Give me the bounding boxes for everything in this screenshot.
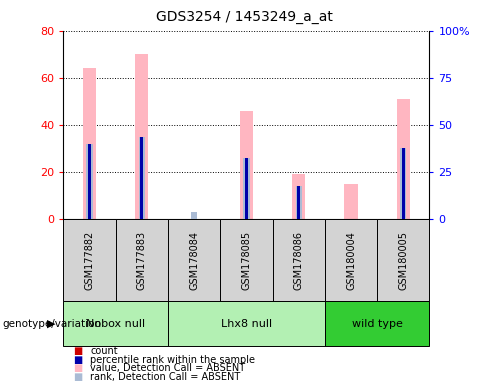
Text: genotype/variation: genotype/variation <box>2 318 102 329</box>
Bar <box>245 158 248 219</box>
Bar <box>168 301 325 346</box>
Text: count: count <box>90 346 118 356</box>
Bar <box>400 148 407 219</box>
Bar <box>240 111 253 219</box>
Bar <box>141 137 143 219</box>
Text: GDS3254 / 1453249_a_at: GDS3254 / 1453249_a_at <box>156 10 332 24</box>
Text: Lhx8 null: Lhx8 null <box>221 318 272 329</box>
Text: GSM177882: GSM177882 <box>84 230 95 290</box>
Bar <box>116 219 168 301</box>
Bar <box>377 219 429 301</box>
Text: ■: ■ <box>73 363 82 373</box>
Bar <box>402 148 405 219</box>
Text: GSM178086: GSM178086 <box>294 231 304 290</box>
Text: GSM180004: GSM180004 <box>346 231 356 290</box>
Text: ▶: ▶ <box>47 318 56 329</box>
Bar <box>83 68 96 219</box>
Bar <box>86 144 93 219</box>
Bar <box>397 99 410 219</box>
Bar <box>244 158 249 219</box>
Bar <box>345 184 358 219</box>
Text: GSM177883: GSM177883 <box>137 231 147 290</box>
Bar <box>88 144 91 219</box>
Bar <box>191 212 197 219</box>
Bar <box>220 219 273 301</box>
Bar <box>325 301 429 346</box>
Text: GSM178084: GSM178084 <box>189 231 199 290</box>
Bar <box>325 219 377 301</box>
Text: ■: ■ <box>73 346 82 356</box>
Bar <box>135 54 148 219</box>
Text: GSM178085: GSM178085 <box>242 231 251 290</box>
Bar <box>168 219 220 301</box>
Bar <box>63 219 116 301</box>
Text: ■: ■ <box>73 372 82 382</box>
Text: Nobox null: Nobox null <box>86 318 145 329</box>
Text: percentile rank within the sample: percentile rank within the sample <box>90 355 255 365</box>
Text: value, Detection Call = ABSENT: value, Detection Call = ABSENT <box>90 363 245 373</box>
Text: rank, Detection Call = ABSENT: rank, Detection Call = ABSENT <box>90 372 241 382</box>
Text: GSM180005: GSM180005 <box>398 231 408 290</box>
Bar <box>63 301 168 346</box>
Bar <box>292 174 305 219</box>
Text: ■: ■ <box>73 355 82 365</box>
Bar <box>296 186 302 219</box>
Bar <box>297 186 300 219</box>
Text: wild type: wild type <box>352 318 403 329</box>
Bar <box>273 219 325 301</box>
Bar <box>139 137 145 219</box>
